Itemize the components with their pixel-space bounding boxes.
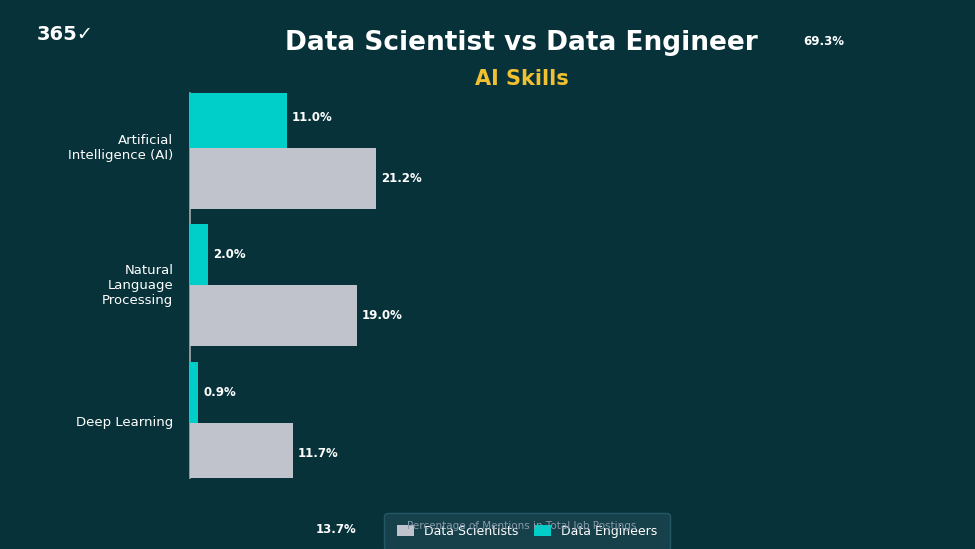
Text: 2.0%: 2.0% <box>213 249 246 261</box>
Text: Percentage of Mentions in Total Job Postings: Percentage of Mentions in Total Job Post… <box>407 522 637 531</box>
Text: 69.3%: 69.3% <box>803 35 844 48</box>
Text: 0.9%: 0.9% <box>203 386 236 399</box>
Bar <box>190 499 310 549</box>
Text: 11.7%: 11.7% <box>298 447 338 460</box>
Bar <box>190 0 452 11</box>
Bar <box>190 148 376 209</box>
Bar <box>190 225 208 285</box>
Text: Data Scientist vs Data Engineer: Data Scientist vs Data Engineer <box>286 30 758 56</box>
Bar <box>190 11 799 72</box>
Text: 13.7%: 13.7% <box>316 523 356 536</box>
Legend: Data Scientists, Data Engineers: Data Scientists, Data Engineers <box>388 516 666 547</box>
Bar <box>190 362 198 423</box>
Text: 365✓: 365✓ <box>37 25 95 44</box>
Text: AI Skills: AI Skills <box>475 69 568 88</box>
Bar <box>190 87 287 148</box>
Bar <box>190 423 292 484</box>
Text: 19.0%: 19.0% <box>362 310 403 322</box>
Bar <box>190 285 357 346</box>
Text: 21.2%: 21.2% <box>381 172 422 185</box>
Text: 11.0%: 11.0% <box>292 111 332 124</box>
